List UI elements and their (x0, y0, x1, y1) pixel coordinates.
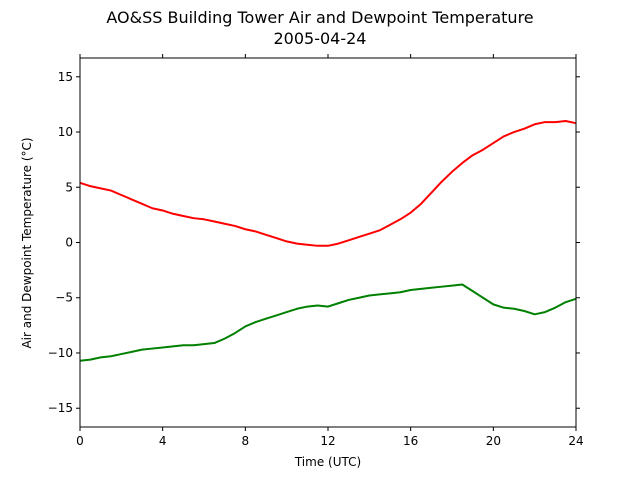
series-line-1 (79, 283, 577, 362)
x-axis-ticks: 0 4 8 12 16 20 24 (76, 54, 584, 448)
x-axis-label: Time (UTC) (294, 455, 361, 469)
y-tick-label--5: −5 (55, 291, 73, 305)
plot-lines (79, 119, 577, 362)
y-tick-label-5: 5 (65, 180, 73, 194)
plot-frame (79, 57, 577, 428)
x-tick-label-0: 0 (76, 434, 84, 448)
x-tick-label-24: 24 (568, 434, 583, 448)
y-tick-label-0: 0 (65, 236, 73, 250)
x-tick-label-12: 12 (320, 434, 335, 448)
y-axis-label: Air and Dewpoint Temperature (°C) (20, 137, 34, 348)
x-tick-label-16: 16 (403, 434, 418, 448)
chart-title: AO&SS Building Tower Air and Dewpoint Te… (106, 8, 533, 27)
x-tick-label-4: 4 (159, 434, 167, 448)
y-tick-label--10: −10 (48, 346, 73, 360)
x-tick-label-8: 8 (242, 434, 250, 448)
y-tick-label--15: −15 (48, 401, 73, 415)
y-axis-ticks: −15 −10 −5 0 5 10 15 (48, 70, 580, 415)
chart-subtitle: 2005-04-24 (274, 29, 367, 48)
y-tick-label-10: 10 (58, 125, 73, 139)
x-tick-label-20: 20 (486, 434, 501, 448)
y-tick-label-15: 15 (58, 70, 73, 84)
series-line-0 (79, 119, 577, 247)
